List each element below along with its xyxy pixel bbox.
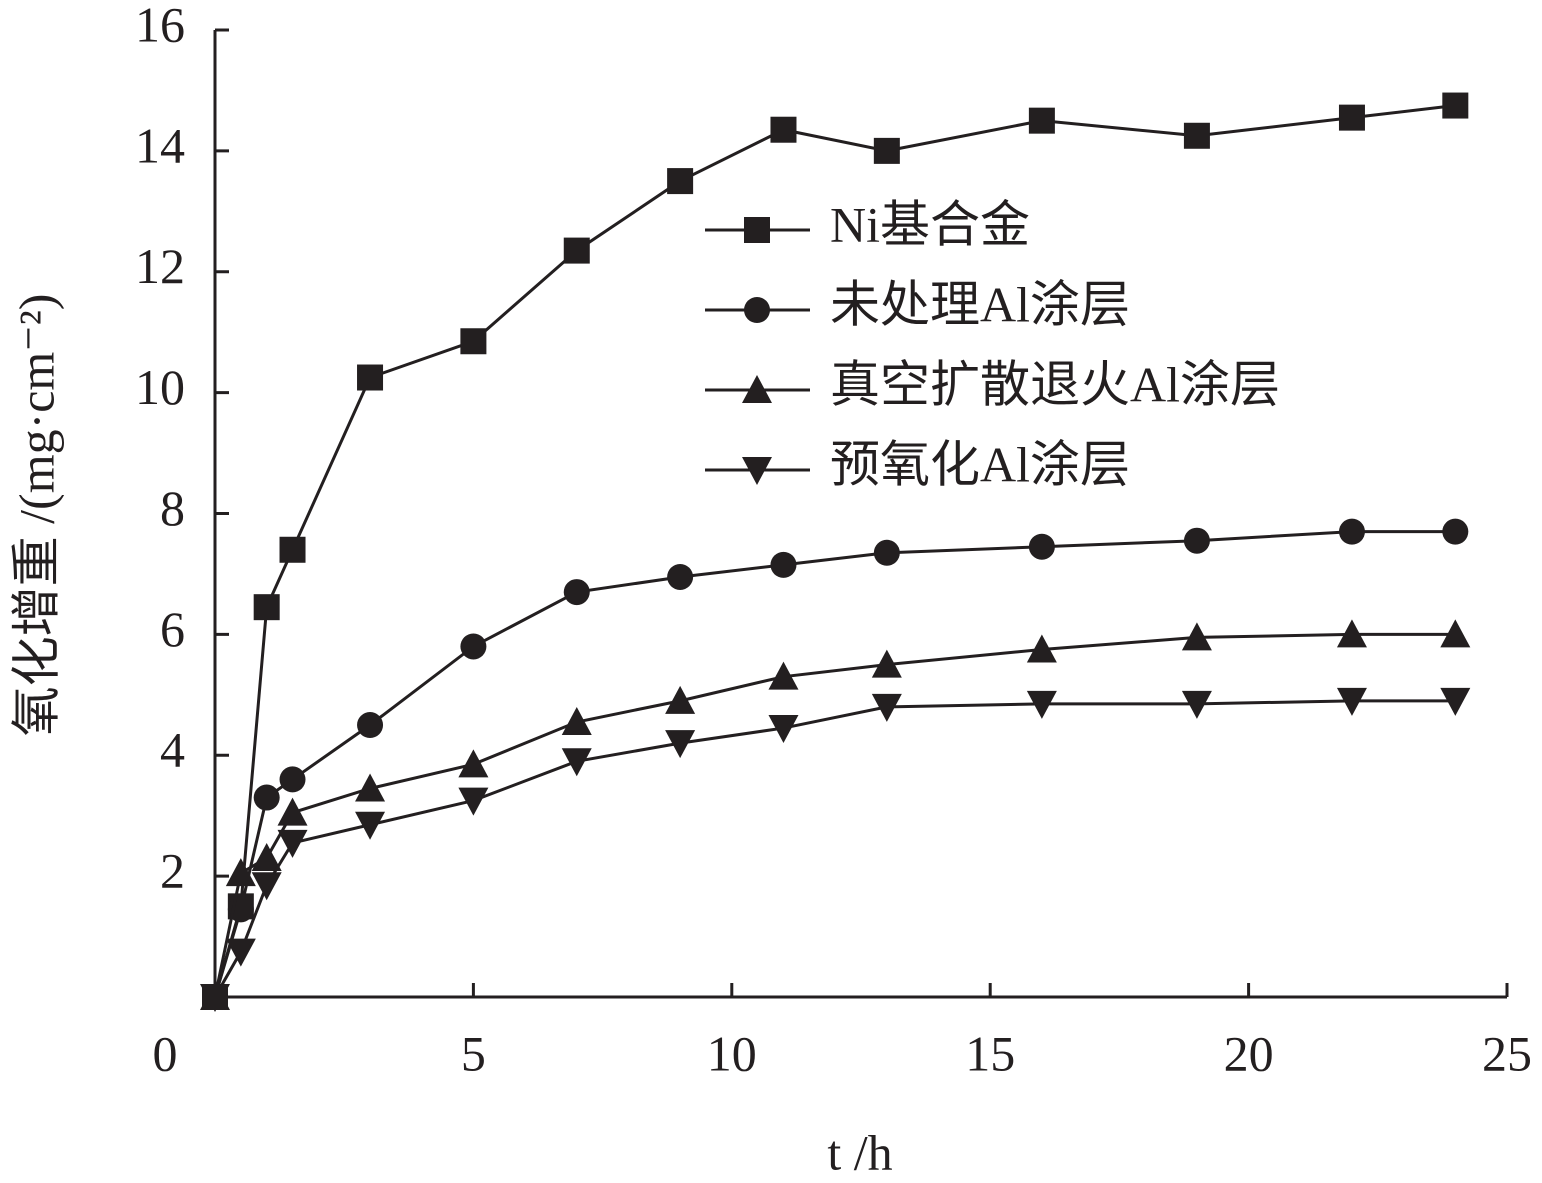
marker-triangle-up [1440, 619, 1471, 648]
y-tick-label: 6 [160, 601, 185, 657]
marker-triangle-down [1026, 690, 1057, 719]
y-tick-label: 16 [135, 0, 185, 52]
marker-square [1183, 122, 1210, 149]
x-tick-label: 25 [1482, 1025, 1532, 1081]
x-tick-label: 5 [461, 1025, 486, 1081]
marker-triangle-up [1336, 619, 1367, 648]
marker-triangle-up [1181, 622, 1212, 651]
marker-triangle-down [277, 829, 308, 858]
marker-triangle-down [251, 872, 282, 901]
marker-circle [744, 297, 770, 323]
marker-triangle-down [561, 748, 592, 777]
legend-label: 真空扩散退火Al涂层 [830, 356, 1280, 412]
marker-triangle-down [200, 984, 230, 1012]
marker-triangle-up [768, 661, 799, 690]
marker-triangle-up [225, 858, 256, 887]
marker-circle [667, 563, 694, 590]
marker-circle [1028, 533, 1055, 560]
x-tick-label: 20 [1224, 1025, 1274, 1081]
marker-triangle-down [458, 787, 489, 816]
marker-triangle-up [665, 685, 696, 714]
legend-label: 未处理Al涂层 [830, 276, 1130, 332]
marker-square [667, 168, 694, 195]
series-line [213, 699, 1456, 998]
marker-circle [253, 784, 280, 811]
legend-label: 预氧化Al涂层 [830, 436, 1130, 492]
marker-square [460, 328, 487, 355]
marker-triangle-down [355, 811, 386, 840]
marker-triangle-down [742, 457, 772, 485]
marker-square [1338, 104, 1365, 131]
y-tick-label: 10 [135, 359, 185, 415]
marker-square [770, 116, 797, 143]
x-tick-label: 15 [965, 1025, 1015, 1081]
marker-square [1442, 92, 1469, 119]
marker-triangle-up [458, 749, 489, 778]
marker-circle [563, 579, 590, 606]
marker-circle [279, 766, 306, 793]
marker-circle [357, 712, 384, 739]
marker-circle [460, 633, 487, 660]
x-tick-label: 0 [153, 1025, 178, 1081]
marker-circle [1183, 527, 1210, 554]
marker-triangle-up [1026, 634, 1057, 663]
y-tick-label: 2 [160, 843, 185, 899]
marker-square [563, 237, 590, 264]
y-tick-label: 14 [135, 117, 185, 173]
x-axis-label: t /h [827, 1124, 892, 1180]
marker-triangle-down [871, 693, 902, 722]
y-axis-label: 氧化增重 /(mg·cm⁻²) [8, 294, 64, 737]
marker-triangle-down [665, 730, 696, 759]
marker-circle [1338, 518, 1365, 545]
marker-triangle-down [225, 938, 256, 967]
y-tick-label: 4 [160, 722, 185, 778]
marker-triangle-up [742, 375, 772, 403]
marker-square [1028, 107, 1055, 134]
marker-square [873, 137, 900, 164]
marker-triangle-up [871, 649, 902, 678]
marker-triangle-up [355, 773, 386, 802]
marker-triangle-down [768, 715, 799, 744]
marker-triangle-up [277, 797, 308, 826]
y-tick-label: 12 [135, 238, 185, 294]
marker-circle [1442, 518, 1469, 545]
marker-square [279, 536, 306, 563]
y-tick-label: 8 [160, 480, 185, 536]
series-line [213, 530, 1456, 998]
marker-circle [873, 539, 900, 566]
marker-circle [770, 551, 797, 578]
marker-triangle-down [1440, 687, 1471, 716]
series-line [213, 632, 1456, 998]
marker-square [253, 594, 280, 621]
marker-square [744, 217, 770, 243]
marker-triangle-up [251, 842, 282, 871]
marker-triangle-down [1336, 687, 1367, 716]
legend-label: Ni基合金 [830, 196, 1030, 252]
marker-triangle-up [561, 707, 592, 736]
marker-triangle-down [1181, 690, 1212, 719]
x-tick-label: 10 [707, 1025, 757, 1081]
marker-square [357, 364, 384, 391]
